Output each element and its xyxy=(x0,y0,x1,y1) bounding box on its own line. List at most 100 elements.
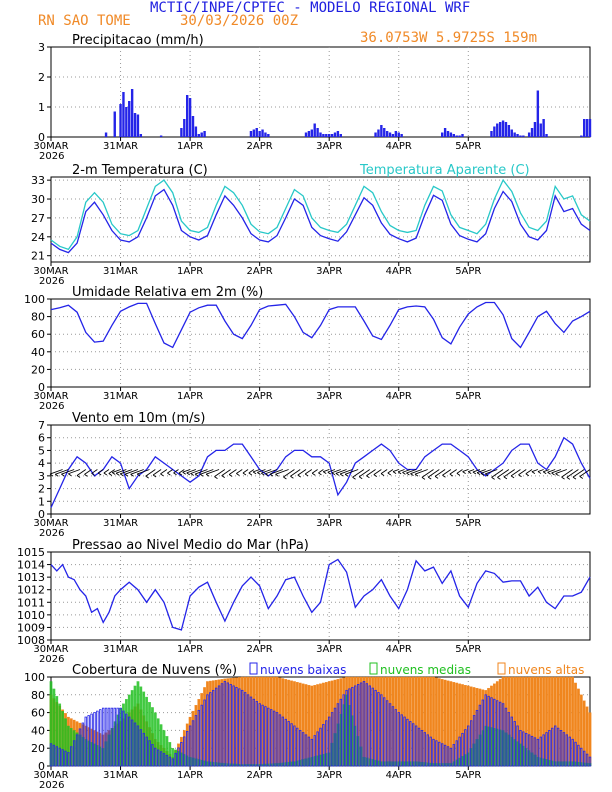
wind-arrow xyxy=(339,469,353,475)
cloud-bar xyxy=(101,707,105,767)
wind-arrow-head xyxy=(561,476,565,480)
cloud-bar xyxy=(472,715,476,767)
wind-arrow xyxy=(468,469,475,473)
precip-bar xyxy=(452,134,456,137)
precip-bar xyxy=(580,135,583,137)
cloud-bar xyxy=(296,727,299,767)
x-tick-label: 31MAR xyxy=(103,266,138,277)
y-tick-label: 40 xyxy=(31,724,45,737)
cloud-bar xyxy=(533,737,537,767)
series-line xyxy=(50,188,591,254)
x-tick-label: 30MAR xyxy=(33,644,68,655)
wind-arrow xyxy=(206,469,220,475)
cloud-bar xyxy=(270,709,273,767)
y-tick-label: 20 xyxy=(31,742,45,755)
wind-arrow xyxy=(392,469,399,472)
precip-bar xyxy=(536,90,540,137)
wind-arrow xyxy=(186,469,197,474)
cloud-bar xyxy=(374,689,377,767)
wind-arrow-head xyxy=(518,474,522,478)
wind-arrow-head xyxy=(108,473,113,476)
x-year-label: 2026 xyxy=(39,276,64,287)
wind-arrow-head xyxy=(84,473,88,477)
precip-bar xyxy=(252,129,256,137)
cloud-bar xyxy=(171,758,174,767)
precip-bar xyxy=(130,89,134,137)
x-tick-label: 3APR xyxy=(316,770,342,781)
cloud-bar xyxy=(325,720,328,767)
precip-bar xyxy=(267,134,270,137)
wind-arrow xyxy=(462,469,469,472)
wind-arrow xyxy=(112,469,121,473)
x-tick-label: 2APR xyxy=(247,644,273,655)
wind-arrow-head xyxy=(111,472,116,475)
wind-arrow xyxy=(485,469,498,475)
cloud-bar xyxy=(84,716,87,767)
wind-arrow-head xyxy=(54,473,59,477)
y-tick-label: 20 xyxy=(31,363,45,376)
wind-arrow-head xyxy=(311,472,316,476)
precip-bar xyxy=(400,134,403,137)
cloud-bar xyxy=(588,756,592,767)
wind-arrow-head xyxy=(442,474,446,478)
panel-precip: 0 1 2 3 30MAR 31MAR 1APR 2APR 3APR 4APR 5APR 2026 Pr… xyxy=(33,33,592,162)
precip-bar xyxy=(330,134,334,137)
x-tick-label: 1APR xyxy=(177,391,203,402)
precip-bar xyxy=(388,132,392,137)
wind-arrow xyxy=(410,469,423,475)
wind-arrow xyxy=(547,469,556,473)
legend-label: nuvens baixas xyxy=(260,663,346,677)
cloud-bar xyxy=(568,736,571,767)
x-tick-label: 1APR xyxy=(177,266,203,277)
cloud-bar xyxy=(183,736,186,767)
cloud-bar xyxy=(585,753,589,767)
wind-arrow xyxy=(55,469,69,475)
wind-arrow-head xyxy=(194,473,199,477)
cloud-bar xyxy=(481,699,484,767)
x-year-label: 2026 xyxy=(39,151,64,162)
cloud-bar xyxy=(348,688,351,767)
cloud-bar xyxy=(365,683,369,767)
cloud-bar xyxy=(142,732,145,767)
cloud-bar xyxy=(525,732,528,767)
cloud-bar xyxy=(368,685,371,767)
wind-arrow-head xyxy=(190,473,194,476)
wind-arrow-head xyxy=(49,473,54,477)
wind-arrow xyxy=(311,469,318,474)
cloud-bar xyxy=(490,697,493,767)
wind-arrow xyxy=(476,469,486,474)
wind-arrow xyxy=(115,469,127,474)
wind-arrow xyxy=(76,469,87,476)
cloud-bar xyxy=(548,730,551,767)
wind-arrow-head xyxy=(76,475,81,478)
precip-bar xyxy=(139,134,143,137)
cloud-bar xyxy=(432,738,435,767)
wind-arrow-head xyxy=(366,475,370,479)
cloud-bar xyxy=(168,756,172,767)
wind-arrow xyxy=(275,469,289,475)
cloud-bar xyxy=(458,736,461,767)
precip-bar xyxy=(527,132,531,137)
cloud-bar xyxy=(333,707,337,767)
panel-title: Vento em 10m (m/s) xyxy=(72,411,205,426)
x-tick-label: 31MAR xyxy=(103,391,138,402)
x-tick-label: 31MAR xyxy=(103,518,138,529)
y-tick-label: 3 xyxy=(38,41,45,54)
precip-bar xyxy=(455,135,458,137)
cloud-bar xyxy=(461,732,464,767)
wind-arrow xyxy=(497,469,510,478)
wind-arrow-head xyxy=(103,472,108,476)
wind-arrow-head xyxy=(410,473,414,477)
wind-arrow xyxy=(537,469,544,472)
cloud-bar xyxy=(128,716,131,767)
precip-bar xyxy=(255,128,258,137)
wind-arrow xyxy=(551,469,562,474)
cloud-bar xyxy=(275,712,279,767)
wind-arrow xyxy=(472,469,481,473)
cloud-bar xyxy=(99,709,102,767)
wind-arrow-head xyxy=(214,476,218,479)
cloud-bar xyxy=(122,710,125,767)
cloud-bar xyxy=(212,689,215,767)
cloud-bar xyxy=(478,704,482,767)
precip-bar xyxy=(336,131,340,137)
